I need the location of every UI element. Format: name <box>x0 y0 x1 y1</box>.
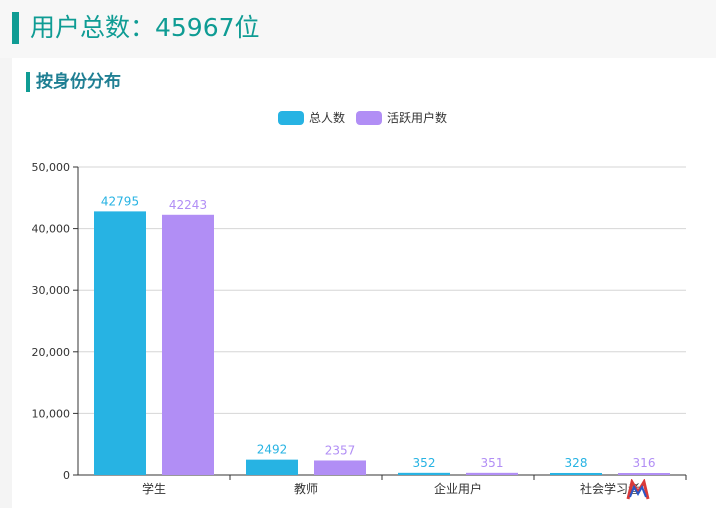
page-title: 用户总数：45967位 <box>30 13 260 42</box>
data-label: 42795 <box>101 194 139 208</box>
data-label: 42243 <box>169 198 207 212</box>
bar <box>398 472 450 475</box>
data-label: 328 <box>565 456 588 470</box>
y-tick-label: 10,000 <box>32 407 71 420</box>
bar <box>246 459 298 475</box>
bar <box>618 473 670 475</box>
bar <box>466 472 518 475</box>
watermark-logo-icon <box>626 479 650 500</box>
bar <box>162 214 214 475</box>
legend-label: 总人数 <box>309 110 345 125</box>
bar <box>314 460 366 475</box>
bar <box>550 472 602 475</box>
legend-label: 活跃用户数 <box>387 110 447 125</box>
data-label: 352 <box>413 456 436 470</box>
x-tick-label: 企业用户 <box>434 481 482 496</box>
data-label: 351 <box>481 456 504 470</box>
x-tick-label: 社会学习者 <box>580 481 640 496</box>
data-label: 2357 <box>325 443 356 457</box>
legend-swatch <box>356 111 382 125</box>
title-accent-bar <box>12 12 19 44</box>
x-tick-label: 学生 <box>142 481 166 496</box>
data-label: 2492 <box>257 443 288 457</box>
y-tick-label: 30,000 <box>32 284 71 297</box>
y-tick-label: 50,000 <box>32 161 71 174</box>
x-tick-label: 教师 <box>294 481 318 496</box>
section-accent-bar <box>26 72 30 92</box>
y-tick-label: 0 <box>63 469 70 482</box>
y-tick-label: 20,000 <box>32 346 71 359</box>
page-header: 用户总数：45967位 <box>0 0 716 58</box>
bar <box>94 211 146 475</box>
y-tick-label: 40,000 <box>32 223 71 236</box>
data-label: 316 <box>633 456 656 470</box>
section-title: 按身份分布 <box>36 72 121 92</box>
legend-swatch <box>278 111 304 125</box>
